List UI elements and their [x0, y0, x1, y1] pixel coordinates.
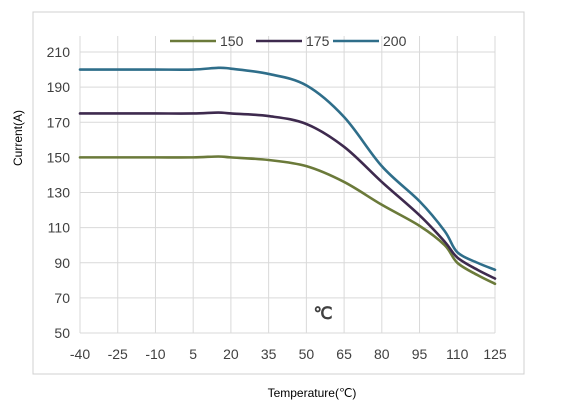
- annotation-unit: ℃: [313, 304, 332, 323]
- y-tick-label: 130: [47, 185, 71, 201]
- y-axis-label: Current(A): [11, 110, 25, 166]
- series-layer: [78, 66, 497, 286]
- x-tick-label: 20: [223, 346, 239, 362]
- legend-label-175: 175: [306, 33, 330, 49]
- series-line-150: [78, 155, 497, 286]
- y-tick-label: 50: [54, 325, 70, 341]
- x-tick-label: 50: [299, 346, 315, 362]
- y-tick-label: 210: [47, 44, 71, 60]
- y-tick-label: 90: [54, 255, 70, 271]
- y-tick-label: 110: [48, 220, 71, 236]
- legend: 150 175 200: [170, 33, 407, 49]
- axes: 50 70 90 110 130 150 170 190 210 -40 -25 -10 5 20 35 50…: [47, 44, 507, 362]
- x-axis-label: Temperature(℃): [268, 386, 357, 400]
- x-tick-label: 125: [483, 346, 507, 362]
- x-tick-label: 65: [336, 346, 352, 362]
- series-line-175: [78, 111, 497, 280]
- series-line-200: [78, 66, 497, 272]
- x-tick-label: 80: [374, 346, 390, 362]
- x-tick-label: 110: [446, 346, 469, 362]
- y-tick-label: 190: [47, 79, 71, 95]
- x-tick-label: 5: [189, 346, 197, 362]
- grid: [79, 36, 496, 334]
- legend-label-150: 150: [220, 33, 244, 49]
- y-tick-label: 70: [54, 290, 70, 306]
- x-tick-label: -40: [70, 346, 90, 362]
- x-tick-label: 95: [412, 346, 428, 362]
- legend-label-200: 200: [383, 33, 407, 49]
- x-tick-label: -25: [108, 346, 128, 362]
- x-tick-label: 35: [261, 346, 277, 362]
- y-tick-label: 150: [47, 149, 71, 165]
- x-tick-label: -10: [145, 346, 165, 362]
- y-tick-label: 170: [47, 114, 71, 130]
